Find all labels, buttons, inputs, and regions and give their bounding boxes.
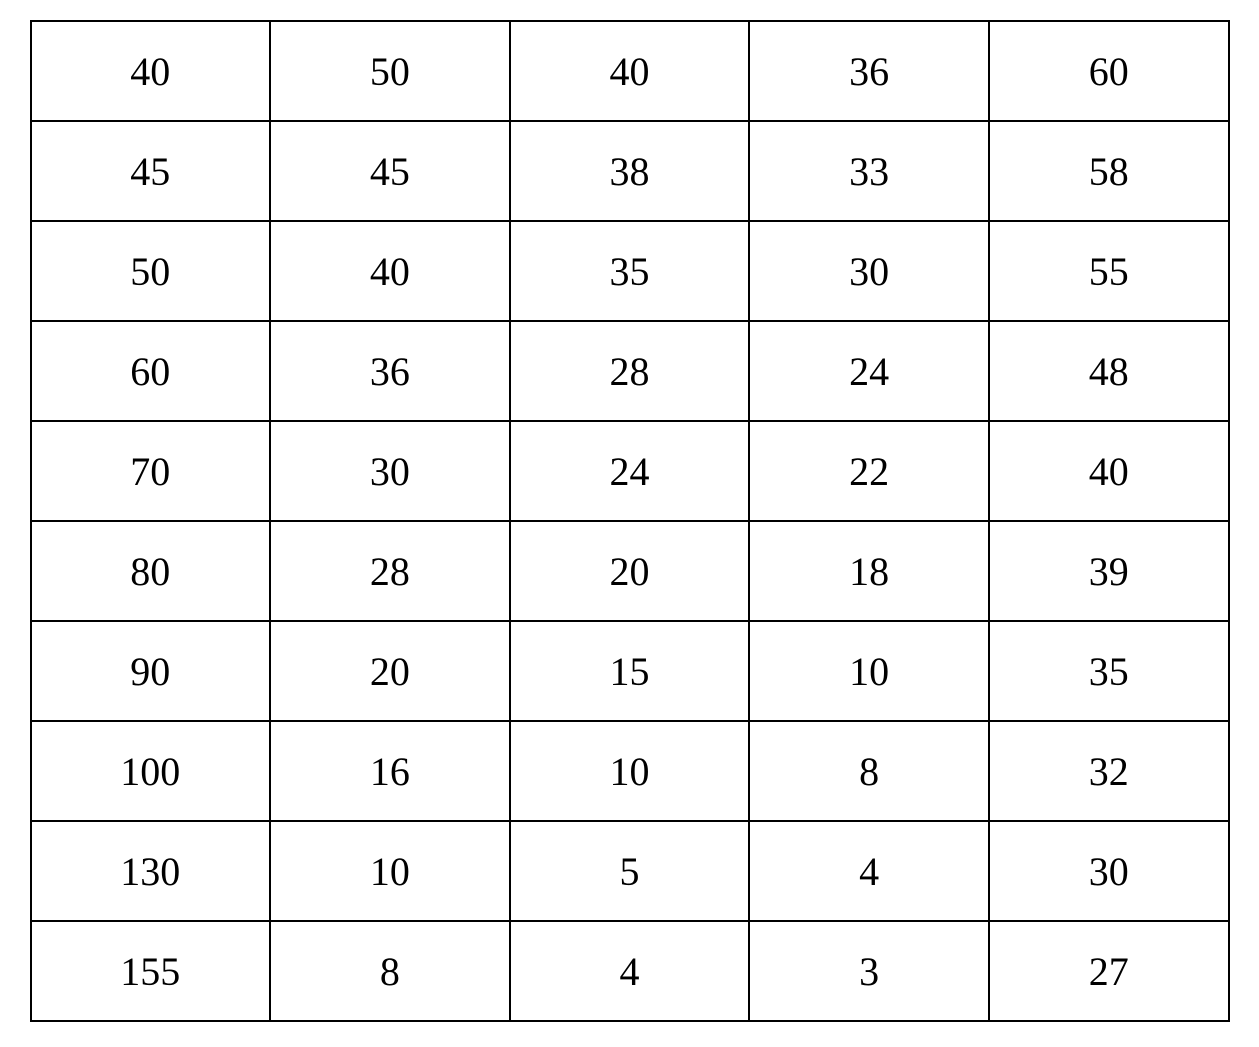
table-row: 45 45 38 33 58 [31, 121, 1229, 221]
table-cell: 27 [989, 921, 1229, 1021]
table-cell: 100 [31, 721, 271, 821]
table-cell: 40 [270, 221, 510, 321]
table-cell: 50 [270, 21, 510, 121]
table-cell: 39 [989, 521, 1229, 621]
data-table: 40 50 40 36 60 45 45 38 33 58 50 40 35 3… [30, 20, 1230, 1022]
table-cell: 20 [270, 621, 510, 721]
table-cell: 45 [270, 121, 510, 221]
table-cell: 60 [31, 321, 271, 421]
table-row: 100 16 10 8 32 [31, 721, 1229, 821]
table-cell: 40 [510, 21, 750, 121]
table-cell: 155 [31, 921, 271, 1021]
table-row: 50 40 35 30 55 [31, 221, 1229, 321]
table-cell: 28 [270, 521, 510, 621]
table-cell: 35 [510, 221, 750, 321]
table-cell: 22 [749, 421, 989, 521]
table-cell: 55 [989, 221, 1229, 321]
table-cell: 20 [510, 521, 750, 621]
table-row: 40 50 40 36 60 [31, 21, 1229, 121]
table-cell: 10 [270, 821, 510, 921]
table-cell: 38 [510, 121, 750, 221]
table-cell: 10 [510, 721, 750, 821]
table-cell: 10 [749, 621, 989, 721]
table-row: 70 30 24 22 40 [31, 421, 1229, 521]
table-cell: 18 [749, 521, 989, 621]
table-cell: 35 [989, 621, 1229, 721]
table-row: 90 20 15 10 35 [31, 621, 1229, 721]
table-cell: 50 [31, 221, 271, 321]
table-cell: 33 [749, 121, 989, 221]
table-cell: 30 [989, 821, 1229, 921]
table-row: 130 10 5 4 30 [31, 821, 1229, 921]
table-cell: 30 [749, 221, 989, 321]
table-cell: 5 [510, 821, 750, 921]
table-cell: 40 [31, 21, 271, 121]
table-row: 80 28 20 18 39 [31, 521, 1229, 621]
table-cell: 24 [510, 421, 750, 521]
table-cell: 80 [31, 521, 271, 621]
table-row: 155 8 4 3 27 [31, 921, 1229, 1021]
table-cell: 4 [749, 821, 989, 921]
table-row: 60 36 28 24 48 [31, 321, 1229, 421]
table-cell: 16 [270, 721, 510, 821]
table-cell: 90 [31, 621, 271, 721]
table-cell: 8 [270, 921, 510, 1021]
table-cell: 45 [31, 121, 271, 221]
table-cell: 8 [749, 721, 989, 821]
table-cell: 58 [989, 121, 1229, 221]
table-cell: 24 [749, 321, 989, 421]
table-cell: 28 [510, 321, 750, 421]
table-cell: 36 [270, 321, 510, 421]
table-cell: 60 [989, 21, 1229, 121]
table-cell: 36 [749, 21, 989, 121]
table-cell: 40 [989, 421, 1229, 521]
table-cell: 30 [270, 421, 510, 521]
table-cell: 3 [749, 921, 989, 1021]
table-cell: 48 [989, 321, 1229, 421]
table-cell: 15 [510, 621, 750, 721]
table-cell: 4 [510, 921, 750, 1021]
table-body: 40 50 40 36 60 45 45 38 33 58 50 40 35 3… [31, 21, 1229, 1021]
table-cell: 70 [31, 421, 271, 521]
table-cell: 32 [989, 721, 1229, 821]
table-cell: 130 [31, 821, 271, 921]
